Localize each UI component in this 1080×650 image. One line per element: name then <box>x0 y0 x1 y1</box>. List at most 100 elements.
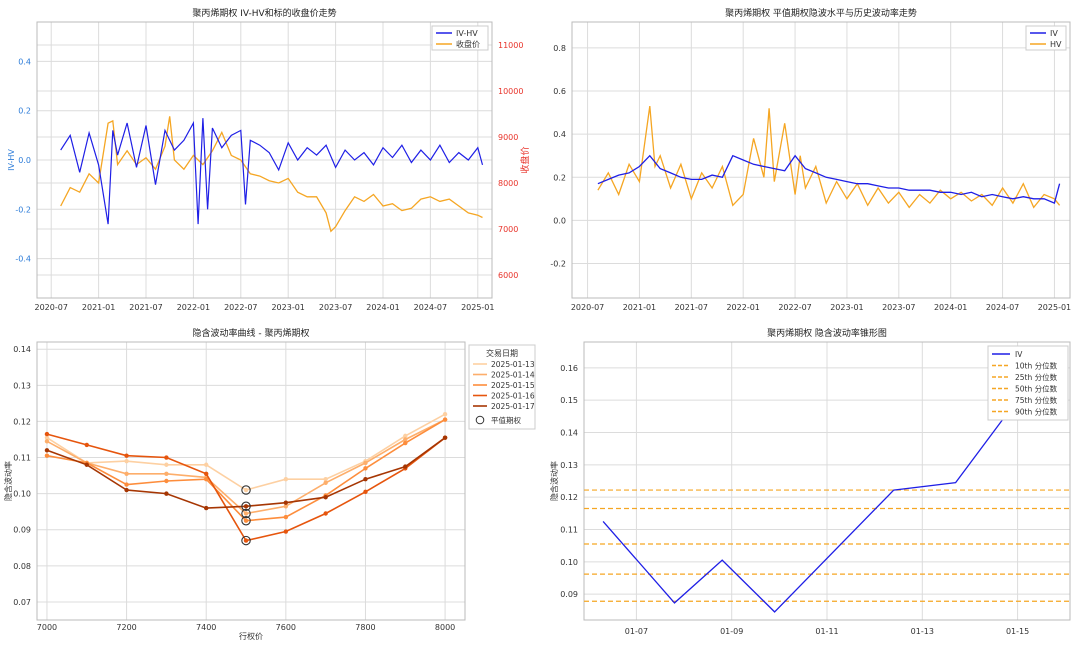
legend-box <box>987 345 1069 421</box>
chart-iv-smile: 隐含波动率曲线 - 聚丙烯期权 7000 7200 7400 7600 7800 8000 0… <box>3 327 536 641</box>
legend-label: 2025-01-15 <box>491 381 535 390</box>
smile-point <box>44 448 50 453</box>
x-tick-label: 2020-07 <box>35 303 68 312</box>
x-tick-label: 2021-07 <box>675 303 708 312</box>
smile-point <box>323 480 328 486</box>
x-tick-label: 2023-07 <box>319 303 352 312</box>
x-tick-label: 2024-07 <box>414 303 447 312</box>
legend-box <box>431 25 489 51</box>
y-axis-label: 隐含波动率 <box>549 461 559 501</box>
y2-tick-label: 9000 <box>498 133 518 142</box>
x-tick-label: 7200 <box>116 623 136 632</box>
y2-tick-label: 8000 <box>498 179 518 188</box>
legend-label: 平值期权 <box>491 415 521 425</box>
smile-point <box>283 529 289 534</box>
smile-point <box>44 435 50 440</box>
x-tick-label: 8000 <box>435 623 455 632</box>
chart-title: 聚丙烯期权 平值期权隐波水平与历史波动率走势 <box>725 7 917 19</box>
y-tick-label: 0.14 <box>560 429 578 438</box>
chart-iv-cone: 聚丙烯期权 隐含波动率锥形图 01-07 01-09 01-11 01-13 01-15 0… <box>549 327 1071 636</box>
legend-label: IV <box>1015 350 1023 359</box>
atm-marker <box>241 501 251 512</box>
smile-point <box>204 505 209 511</box>
legend-label: HV <box>1050 40 1062 49</box>
smile-point <box>243 518 249 523</box>
y-tick-label: 0.10 <box>13 490 31 499</box>
smile-point <box>124 482 129 487</box>
smile-point <box>403 437 408 442</box>
legend-label: 2025-01-13 <box>491 360 535 369</box>
smile-point <box>124 471 129 476</box>
x-tick-label: 01-13 <box>911 627 934 636</box>
chart-title: 聚丙烯期权 IV-HV和标的收盘价走势 <box>192 7 336 19</box>
y-tick-label: 0.0 <box>18 156 31 165</box>
atm-marker <box>241 508 251 519</box>
y2-axis-label: 收盘价 <box>519 146 531 173</box>
x-tick-label: 7600 <box>276 623 296 632</box>
smile-point <box>164 478 169 484</box>
legend-label: 2025-01-14 <box>491 371 535 380</box>
y-tick-label: 0.14 <box>13 345 31 354</box>
smile-point <box>243 487 249 493</box>
smile-point <box>363 476 368 482</box>
series-smile-2025-01-14 <box>46 418 446 515</box>
y-tick-label: 0.13 <box>13 381 31 390</box>
legend-label: 75th 分位数 <box>1015 395 1058 405</box>
y2-tick-label: 11000 <box>498 41 523 50</box>
x-tick-label: 2025-01 <box>461 303 494 312</box>
y-tick-label: 0.09 <box>13 526 31 535</box>
y-tick-label: 0.2 <box>553 173 566 182</box>
smile-point <box>164 471 169 476</box>
smile-point <box>283 500 289 505</box>
smile-point <box>84 442 89 448</box>
smile-point <box>243 538 249 543</box>
x-tick-label: 01-09 <box>720 627 743 636</box>
x-tick-label: 2021-07 <box>129 303 162 312</box>
smile-point <box>204 462 209 467</box>
y-tick-label: 0.15 <box>560 396 578 405</box>
y-tick-label: 0.4 <box>553 130 566 139</box>
x-tick-label: 01-07 <box>625 627 648 636</box>
smile-point <box>204 476 209 482</box>
smile-point <box>403 464 408 469</box>
x-tick-label: 01-15 <box>1006 627 1029 636</box>
chart-iv-and-hv: 聚丙烯期权 平值期权隐波水平与历史波动率走势 2020-07 2021-01 2021… <box>550 7 1071 312</box>
smile-point <box>124 487 129 493</box>
smile-point <box>363 466 368 471</box>
x-tick-label: 2023-01 <box>271 303 304 312</box>
x-tick-label: 2021-01 <box>82 303 115 312</box>
x-tick-label: 2022-07 <box>778 303 811 312</box>
smile-point <box>442 435 448 440</box>
plot-frame <box>583 341 1071 621</box>
smile-point <box>243 511 249 516</box>
chart-title: 隐含波动率曲线 - 聚丙烯期权 <box>193 327 310 339</box>
legend-label: 2025-01-16 <box>491 392 535 401</box>
plot-frame <box>36 21 493 299</box>
smile-point <box>442 412 448 417</box>
smile-point <box>204 471 209 476</box>
legend-label: 25th 分位数 <box>1015 372 1058 382</box>
smile-point <box>323 495 328 500</box>
legend-label: 50th 分位数 <box>1015 384 1058 394</box>
smile-point <box>403 440 408 446</box>
legend-label: IV <box>1050 29 1058 38</box>
y-tick-label: -0.2 <box>550 260 566 269</box>
smile-point <box>283 514 289 520</box>
legend-label: 90th 分位数 <box>1015 407 1058 417</box>
y-tick-label: -0.4 <box>15 255 31 264</box>
smile-point <box>442 417 448 422</box>
series-hv <box>597 106 1061 209</box>
y-tick-label: 0.16 <box>560 364 578 373</box>
series-close-price <box>60 116 483 233</box>
x-tick-label: 2024-07 <box>986 303 1019 312</box>
y-axis-label: IV-HV <box>7 149 16 171</box>
x-tick-label: 01-11 <box>815 627 838 636</box>
smile-point <box>403 433 408 439</box>
series-iv-hv <box>60 118 484 225</box>
smile-point <box>44 431 50 437</box>
y-tick-label: 0.09 <box>560 590 578 599</box>
atm-marker <box>241 515 251 526</box>
